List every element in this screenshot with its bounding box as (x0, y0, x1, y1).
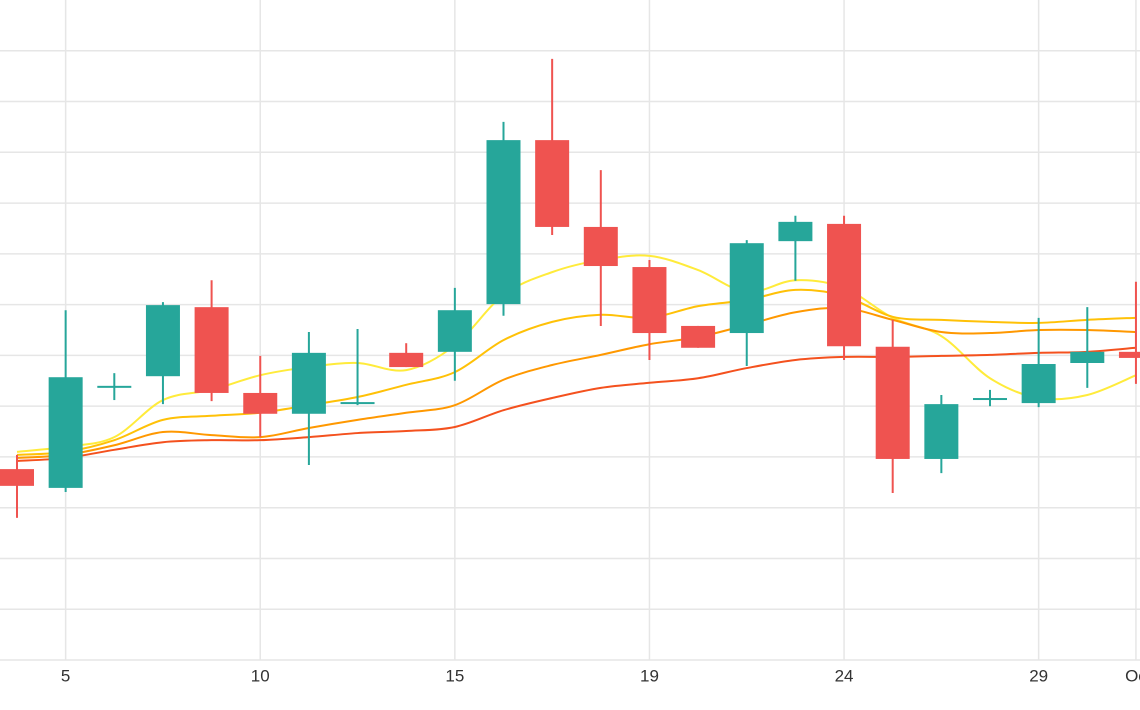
candle-body (632, 267, 667, 334)
candle-body (1070, 351, 1105, 363)
x-tick-label: 10 (251, 666, 270, 685)
candle-body (340, 402, 375, 405)
candles (0, 58, 1140, 518)
x-tick-label: 19 (640, 666, 659, 685)
x-tick-label: Oc (1125, 666, 1140, 685)
candle-body (973, 398, 1007, 401)
candle-body (243, 392, 278, 414)
x-tick-label: 15 (445, 666, 464, 685)
candle-body (729, 243, 764, 334)
candle-body (681, 325, 716, 348)
candle-body (875, 346, 910, 459)
candle-body (535, 140, 570, 227)
x-tick-label: 5 (61, 666, 70, 685)
moving-averages (16, 254, 1137, 462)
candle-body (1021, 364, 1056, 404)
x-tick-label: 29 (1029, 666, 1048, 685)
candle-body (291, 352, 326, 414)
candle-body (389, 352, 424, 368)
candle-body (97, 385, 132, 388)
candle-body (0, 469, 34, 486)
candle-body (437, 310, 472, 352)
moving-average-line (16, 306, 1136, 459)
candle-body (924, 404, 959, 459)
moving-average-line (16, 346, 1137, 462)
x-axis: 5 10 15 19 24 29 Oc (61, 666, 1140, 685)
candle-body (583, 226, 618, 267)
candle-body (145, 305, 180, 377)
candle-body (1118, 351, 1140, 358)
candle-body (827, 223, 862, 347)
moving-average-line (16, 288, 1136, 456)
candle-body (778, 221, 813, 242)
moving-average-line (16, 254, 1137, 453)
candle-body (486, 140, 521, 305)
x-tick-label: 24 (835, 666, 854, 685)
candle-body (194, 307, 229, 393)
candle-body (48, 377, 83, 488)
